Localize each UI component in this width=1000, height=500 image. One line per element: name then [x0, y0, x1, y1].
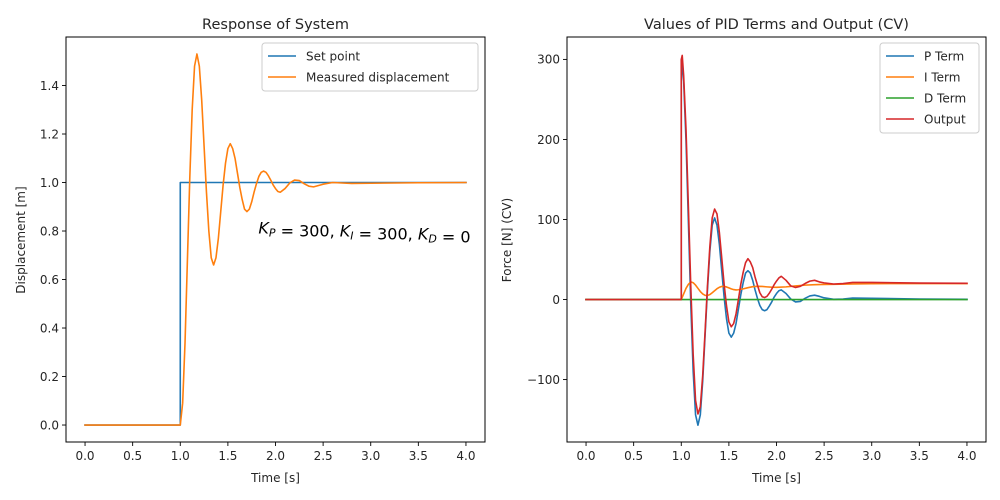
x-tick-label: 2.0: [767, 449, 786, 463]
y-tick-label: 0: [552, 293, 560, 307]
y-tick-label: 0.0: [40, 418, 59, 432]
x-tick-label: 0.0: [576, 449, 595, 463]
legend-label: Set point: [306, 49, 360, 63]
x-tick-label: 3.0: [862, 449, 881, 463]
annotation-part: I: [350, 229, 353, 242]
y-tick-label: 0.6: [40, 273, 59, 287]
legend-label: Measured displacement: [306, 70, 450, 84]
series-line-output: [585, 54, 968, 415]
series-line-measured-displacement: [84, 53, 467, 426]
response-chart: Response of System 0.0 0.5 1.0 1.5 2.0 2.5 3.0…: [14, 17, 486, 485]
gains-annotation: KP = 300, KI = 300, KD = 0: [258, 218, 470, 246]
x-tick-label: 1.0: [171, 449, 190, 463]
legend-label: D Term: [924, 91, 966, 105]
x-tick-label: 4.0: [957, 449, 976, 463]
y-tick-label: 0.8: [40, 224, 59, 238]
y-tick-label: 1.4: [40, 79, 59, 93]
legend-box: [261, 42, 479, 92]
x-tick-label: 0.5: [123, 449, 142, 463]
x-ticks: 0.0 0.5 1.0 1.5 2.0 2.5 3.0 3.5 4.0: [75, 442, 476, 463]
x-tick-label: 2.5: [815, 449, 834, 463]
y-ticks: −100 0 100 200 300: [527, 53, 567, 387]
y-tick-label: 1.2: [40, 127, 59, 141]
annotation-part: P: [269, 226, 276, 239]
x-tick-label: 2.0: [266, 449, 285, 463]
x-tick-label: 4.0: [456, 449, 475, 463]
x-tick-label: 3.0: [361, 449, 380, 463]
y-tick-label: 0.4: [40, 321, 59, 335]
y-tick-label: −100: [527, 373, 560, 387]
x-tick-label: 1.5: [719, 449, 738, 463]
x-tick-label: 3.5: [409, 449, 428, 463]
annotation-part: K: [258, 218, 270, 237]
y-tick-label: 200: [537, 133, 560, 147]
annotation-part: = 300,: [275, 221, 339, 240]
annotation-part: K: [418, 224, 430, 243]
legend-label: Output: [924, 112, 966, 126]
pid-terms-chart: Values of PID Terms and Output (CV) 0.0 0…: [500, 17, 987, 485]
legend-box: [879, 42, 980, 134]
chart-title: Response of System: [202, 17, 349, 33]
x-axis-label: Time [s]: [751, 471, 801, 485]
x-tick-label: 1.5: [218, 449, 237, 463]
y-tick-label: 1.0: [40, 176, 59, 190]
y-ticks: 0.0 0.2 0.4 0.6 0.8 1.0 1.2 1.4: [40, 79, 66, 432]
series-line-set-point: [84, 181, 467, 426]
annotation-part: = 0: [437, 227, 471, 246]
y-axis-label: Force [N] (CV): [500, 198, 514, 282]
plot-lines: [84, 53, 467, 426]
annotation-part: K: [340, 221, 352, 240]
plot-lines: [585, 54, 968, 426]
legend: Set point Measured displacement: [261, 42, 479, 92]
y-tick-label: 0.2: [40, 370, 59, 384]
legend: P Term I Term D Term Output: [879, 42, 980, 134]
series-line-p-term: [585, 58, 968, 426]
x-tick-label: 0.0: [75, 449, 94, 463]
annotation-part: D: [428, 232, 436, 245]
legend-label: I Term: [924, 70, 960, 84]
x-tick-label: 1.0: [672, 449, 691, 463]
x-tick-label: 3.5: [910, 449, 929, 463]
y-tick-label: 100: [537, 213, 560, 227]
x-ticks: 0.0 0.5 1.0 1.5 2.0 2.5 3.0 3.5 4.0: [576, 442, 977, 463]
y-tick-label: 300: [537, 53, 560, 67]
legend-label: P Term: [924, 49, 964, 63]
chart-title: Values of PID Terms and Output (CV): [644, 17, 909, 33]
series-line-i-term: [585, 281, 968, 301]
x-tick-label: 0.5: [624, 449, 643, 463]
x-axis-label: Time [s]: [250, 471, 300, 485]
x-tick-label: 2.5: [314, 449, 333, 463]
y-axis-label: Displacement [m]: [14, 186, 28, 293]
annotation-part: = 300,: [354, 224, 418, 243]
